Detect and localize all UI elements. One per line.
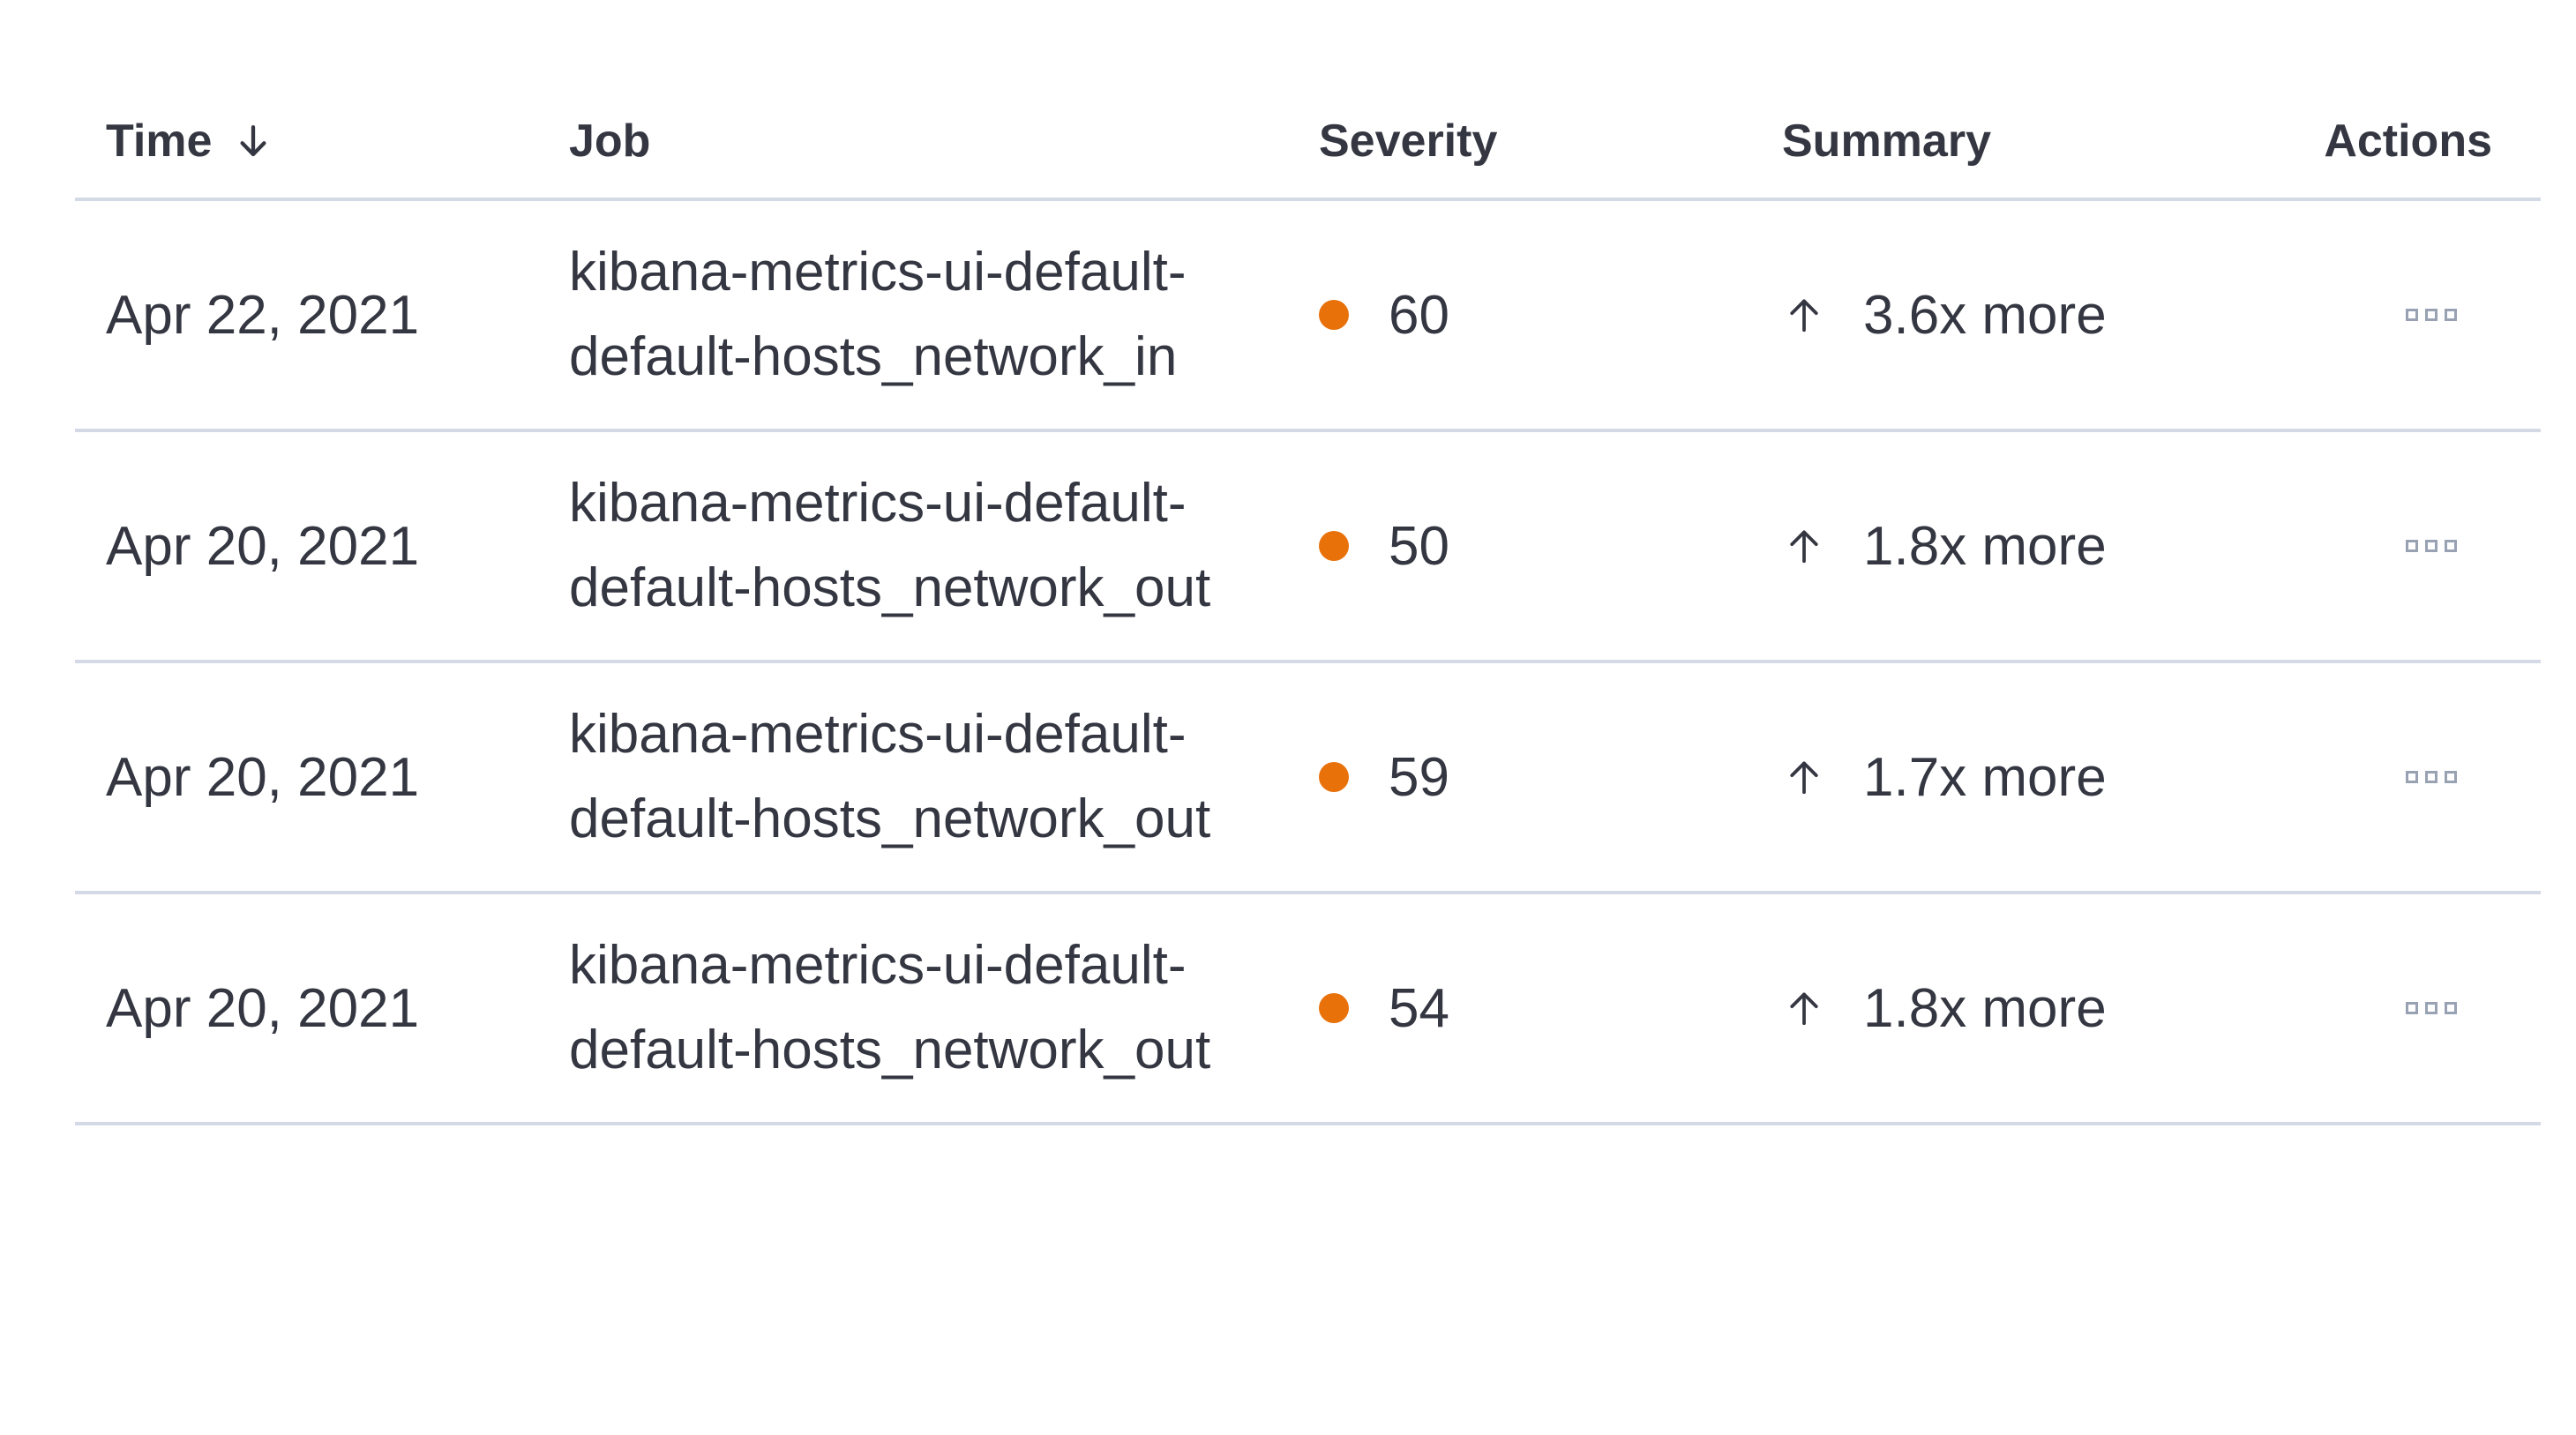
sort-arrow-down-icon: [240, 124, 266, 156]
row-actions-button[interactable]: [2406, 1002, 2457, 1014]
table-header-row: Time Job Severity Summary Actions: [75, 84, 2541, 201]
boxes-horizontal-icon: [2406, 309, 2457, 321]
job-name: kibana-metrics-ui-default-default-hosts_…: [569, 935, 1211, 1080]
boxes-horizontal-icon: [2406, 540, 2457, 552]
job-name: kibana-metrics-ui-default-default-hosts_…: [569, 473, 1211, 618]
severity-dot-icon: [1319, 993, 1349, 1023]
job-cell: kibana-metrics-ui-default-default-hosts_…: [538, 230, 1288, 400]
row-actions-button[interactable]: [2406, 771, 2457, 783]
job-name: kibana-metrics-ui-default-default-hosts_…: [569, 242, 1187, 387]
column-header-severity-label: Severity: [1319, 115, 1498, 167]
anomalies-table: Time Job Severity Summary Actions Apr 22…: [75, 84, 2541, 1125]
column-header-actions-label: Actions: [2324, 115, 2492, 167]
time-cell: Apr 20, 2021: [106, 515, 420, 577]
column-header-time[interactable]: Time: [75, 115, 538, 168]
boxes-horizontal-icon: [2406, 1002, 2457, 1014]
summary-cell: 1.8x more: [1751, 515, 2307, 578]
actions-cell: [2307, 1002, 2541, 1014]
column-header-time-label: Time: [106, 115, 213, 167]
severity-cell: 54: [1288, 977, 1751, 1040]
table-row: Apr 20, 2021 kibana-metrics-ui-default-d…: [75, 894, 2541, 1125]
column-header-summary[interactable]: Summary: [1751, 115, 2307, 168]
job-cell: kibana-metrics-ui-default-default-hosts_…: [538, 923, 1288, 1093]
table-row: Apr 20, 2021 kibana-metrics-ui-default-d…: [75, 432, 2541, 663]
arrow-up-icon: [1790, 299, 1818, 333]
time-cell: Apr 20, 2021: [106, 746, 420, 808]
summary-cell: 3.6x more: [1751, 284, 2307, 347]
actions-cell: [2307, 540, 2541, 552]
arrow-up-icon: [1790, 530, 1818, 564]
boxes-horizontal-icon: [2406, 771, 2457, 783]
severity-score: 60: [1389, 284, 1449, 346]
summary-cell: 1.8x more: [1751, 977, 2307, 1040]
row-actions-button[interactable]: [2406, 540, 2457, 552]
column-header-job[interactable]: Job: [538, 115, 1288, 168]
table-row: Apr 22, 2021 kibana-metrics-ui-default-d…: [75, 201, 2541, 432]
column-header-summary-label: Summary: [1782, 115, 1991, 167]
severity-cell: 50: [1288, 515, 1751, 578]
summary-text: 1.8x more: [1863, 977, 2107, 1039]
time-cell: Apr 22, 2021: [106, 284, 420, 346]
job-cell: kibana-metrics-ui-default-default-hosts_…: [538, 461, 1288, 631]
summary-cell: 1.7x more: [1751, 746, 2307, 809]
job-cell: kibana-metrics-ui-default-default-hosts_…: [538, 692, 1288, 862]
row-actions-button[interactable]: [2406, 309, 2457, 321]
actions-cell: [2307, 309, 2541, 321]
time-cell: Apr 20, 2021: [106, 977, 420, 1039]
table-row: Apr 20, 2021 kibana-metrics-ui-default-d…: [75, 663, 2541, 894]
severity-cell: 60: [1288, 284, 1751, 347]
severity-dot-icon: [1319, 300, 1349, 330]
column-header-actions: Actions: [2307, 115, 2541, 168]
severity-dot-icon: [1319, 531, 1349, 561]
arrow-up-icon: [1790, 992, 1818, 1026]
column-header-severity[interactable]: Severity: [1288, 115, 1751, 168]
severity-score: 59: [1389, 746, 1449, 808]
severity-dot-icon: [1319, 762, 1349, 792]
summary-text: 1.8x more: [1863, 515, 2107, 577]
summary-text: 3.6x more: [1863, 284, 2107, 346]
column-header-job-label: Job: [569, 115, 651, 167]
arrow-up-icon: [1790, 761, 1818, 795]
summary-text: 1.7x more: [1863, 746, 2107, 808]
job-name: kibana-metrics-ui-default-default-hosts_…: [569, 704, 1211, 849]
severity-score: 54: [1389, 977, 1449, 1039]
actions-cell: [2307, 771, 2541, 783]
severity-cell: 59: [1288, 746, 1751, 809]
severity-score: 50: [1389, 515, 1449, 577]
